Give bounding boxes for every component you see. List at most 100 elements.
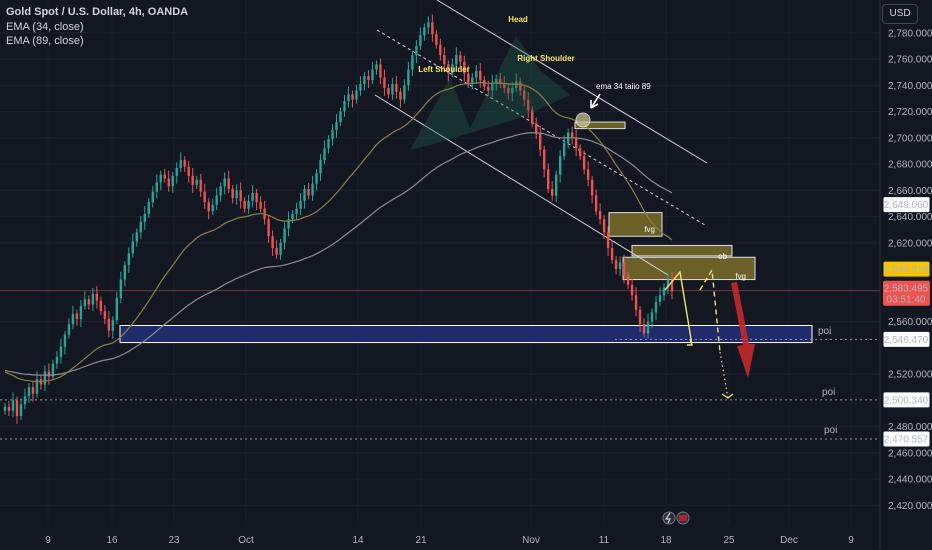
lightning-icon xyxy=(662,511,676,525)
candle-body xyxy=(662,287,666,296)
candle-body xyxy=(550,189,554,196)
candle-body xyxy=(327,139,330,149)
candle-body xyxy=(319,160,322,174)
x-tick-label: Dec xyxy=(780,535,798,546)
candle-body xyxy=(195,179,198,186)
candle-body xyxy=(614,259,618,270)
x-tick-label: 16 xyxy=(106,535,118,546)
label-ob: ob xyxy=(718,252,727,261)
candle-body xyxy=(267,219,270,237)
y-tick-label: 2,780.000 xyxy=(888,28,932,39)
candle-body xyxy=(51,363,55,377)
candle-body xyxy=(271,236,274,249)
candle-body xyxy=(99,300,103,312)
candle-body xyxy=(67,324,71,335)
candle-body xyxy=(610,248,614,260)
candle-body xyxy=(31,387,35,394)
candle-body xyxy=(299,200,302,209)
candle-body xyxy=(187,166,190,176)
candle-body xyxy=(531,110,534,124)
ema-cross-marker xyxy=(575,112,591,128)
candle-body xyxy=(247,200,250,209)
x-tick-label: 11 xyxy=(599,535,610,546)
candle-body xyxy=(207,202,210,212)
candle-body xyxy=(439,44,442,56)
candle-body xyxy=(119,279,123,298)
candle-body xyxy=(215,195,218,205)
price-axis: 2,780.000 2,760.000 2,740.000 2,720.000 2,70… xyxy=(45,0,932,550)
candle-body xyxy=(455,55,458,65)
candle-body xyxy=(475,70,478,78)
channel-upper xyxy=(436,0,708,164)
candle-body xyxy=(351,94,354,100)
candle-body xyxy=(419,35,422,46)
y-tick-label: 2,740.000 xyxy=(888,81,932,92)
poi-zone xyxy=(119,325,813,344)
candle-body xyxy=(622,262,626,276)
projection-dotted-arrowhead xyxy=(721,393,734,399)
candle-body xyxy=(63,334,67,347)
projection-path-dotted xyxy=(719,351,729,399)
label-poi-2: poi xyxy=(822,387,835,398)
candle-body xyxy=(602,219,606,233)
candle-body xyxy=(395,84,398,92)
price-label-box xyxy=(882,260,931,278)
currency-button[interactable]: USD xyxy=(882,4,918,24)
candle-body xyxy=(59,346,63,357)
candle-body xyxy=(179,160,182,168)
candle-body xyxy=(295,208,298,214)
candle-body xyxy=(443,55,446,65)
candle-body xyxy=(666,279,670,288)
candle-body xyxy=(558,156,562,175)
candle-body xyxy=(3,406,7,411)
countdown-text: 03:51:40 xyxy=(887,295,926,306)
price-label-box xyxy=(882,196,931,214)
candle-body xyxy=(259,202,262,209)
candle-body xyxy=(47,371,51,377)
candle-body xyxy=(171,175,174,187)
candle-body xyxy=(19,404,23,417)
candles xyxy=(3,14,674,424)
candle-body xyxy=(503,84,506,88)
candle-body xyxy=(251,192,254,201)
price-label-text: 2,500.340 xyxy=(884,395,929,406)
candle-body xyxy=(630,284,634,296)
y-tick-label: 2,660.000 xyxy=(888,186,932,197)
x-tick-label: Nov xyxy=(522,535,540,546)
candle-body xyxy=(107,318,111,331)
candle-body xyxy=(535,123,538,134)
candle-body xyxy=(487,86,490,91)
candle-body xyxy=(139,221,142,233)
candle-body xyxy=(167,178,170,187)
candle-body xyxy=(598,211,602,220)
candle-body xyxy=(574,137,578,149)
candle-body xyxy=(147,202,150,214)
ob-zone xyxy=(631,244,733,257)
candle-body xyxy=(23,396,27,405)
candle-body xyxy=(79,305,83,319)
y-tick-label: 2,680.000 xyxy=(888,160,932,171)
label-poi-1: poi xyxy=(818,326,831,337)
candle-body xyxy=(359,84,362,91)
candle-body xyxy=(495,78,498,83)
candle-body xyxy=(387,87,390,95)
candle-body xyxy=(546,169,550,189)
candle-body xyxy=(618,262,622,270)
candle-body xyxy=(646,321,650,334)
ema89-legend: EMA (89, close) xyxy=(6,35,84,47)
price-label-text: 2,470.557 xyxy=(884,434,929,445)
projection-path-solid xyxy=(664,270,693,346)
ema89-line xyxy=(4,132,673,376)
y-tick-label: 2,440.000 xyxy=(888,475,932,486)
annotations: Head Left Shoulder Right Shoulder ema 34 ta… xyxy=(418,15,837,436)
label-right-shoulder: Right Shoulder xyxy=(517,54,574,63)
x-tick-label: 9 xyxy=(848,535,854,546)
candle-body xyxy=(311,183,314,196)
candle-body xyxy=(435,34,438,45)
zones xyxy=(119,121,813,344)
candle-body xyxy=(331,129,334,140)
candle-body xyxy=(638,309,642,325)
current-price-text: 2,583.495 xyxy=(884,284,929,295)
candle-body xyxy=(35,379,39,394)
